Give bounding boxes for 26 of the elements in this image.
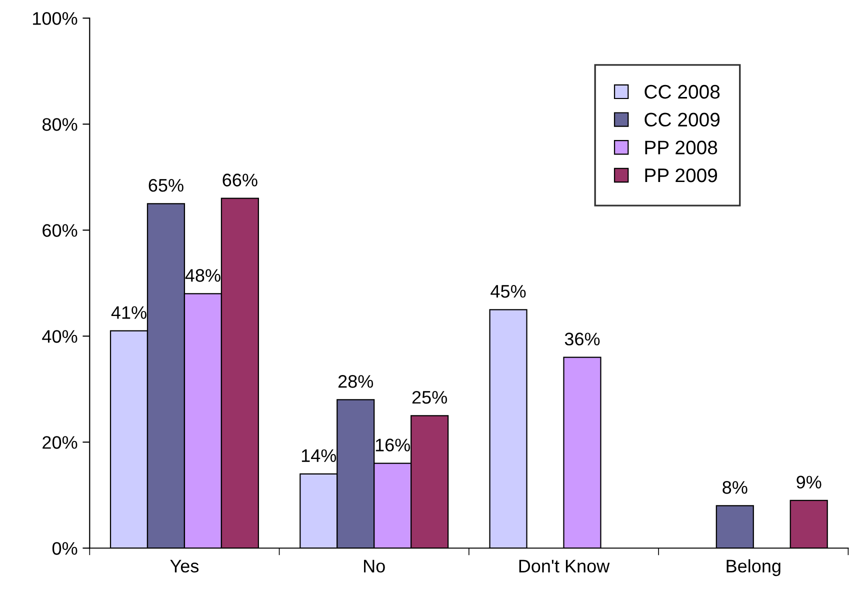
legend-label: CC 2008 xyxy=(644,84,720,99)
data-label: 8% xyxy=(722,481,748,494)
data-label: 45% xyxy=(490,285,526,298)
x-tick-label: Belong xyxy=(726,559,780,576)
y-tick-label: 60% xyxy=(42,224,78,237)
legend-label: CC 2009 xyxy=(644,112,720,127)
data-label: 48% xyxy=(185,269,220,282)
data-label: 9% xyxy=(796,476,822,489)
data-label: 66% xyxy=(222,174,258,186)
data-label: 25% xyxy=(412,390,448,404)
legend-label: PP 2009 xyxy=(645,168,718,182)
y-tick-label: 0% xyxy=(52,542,78,555)
x-tick-label: No xyxy=(364,560,385,573)
y-tick-label: 80% xyxy=(42,118,78,131)
data-label: 28% xyxy=(338,375,374,388)
legend-label: PP 2008 xyxy=(645,140,718,154)
y-tick-label: 20% xyxy=(42,436,78,449)
data-label: 16% xyxy=(376,438,410,452)
data-label: 65% xyxy=(148,178,184,192)
x-tick-label: Don't Know xyxy=(519,560,610,573)
y-tick-label: 40% xyxy=(42,330,78,343)
data-label: 41% xyxy=(111,306,146,319)
data-label: 36% xyxy=(564,332,600,346)
y-tick-label: 100% xyxy=(33,12,78,25)
data-label: 14% xyxy=(302,449,336,462)
x-tick-label: Yes xyxy=(170,560,199,573)
